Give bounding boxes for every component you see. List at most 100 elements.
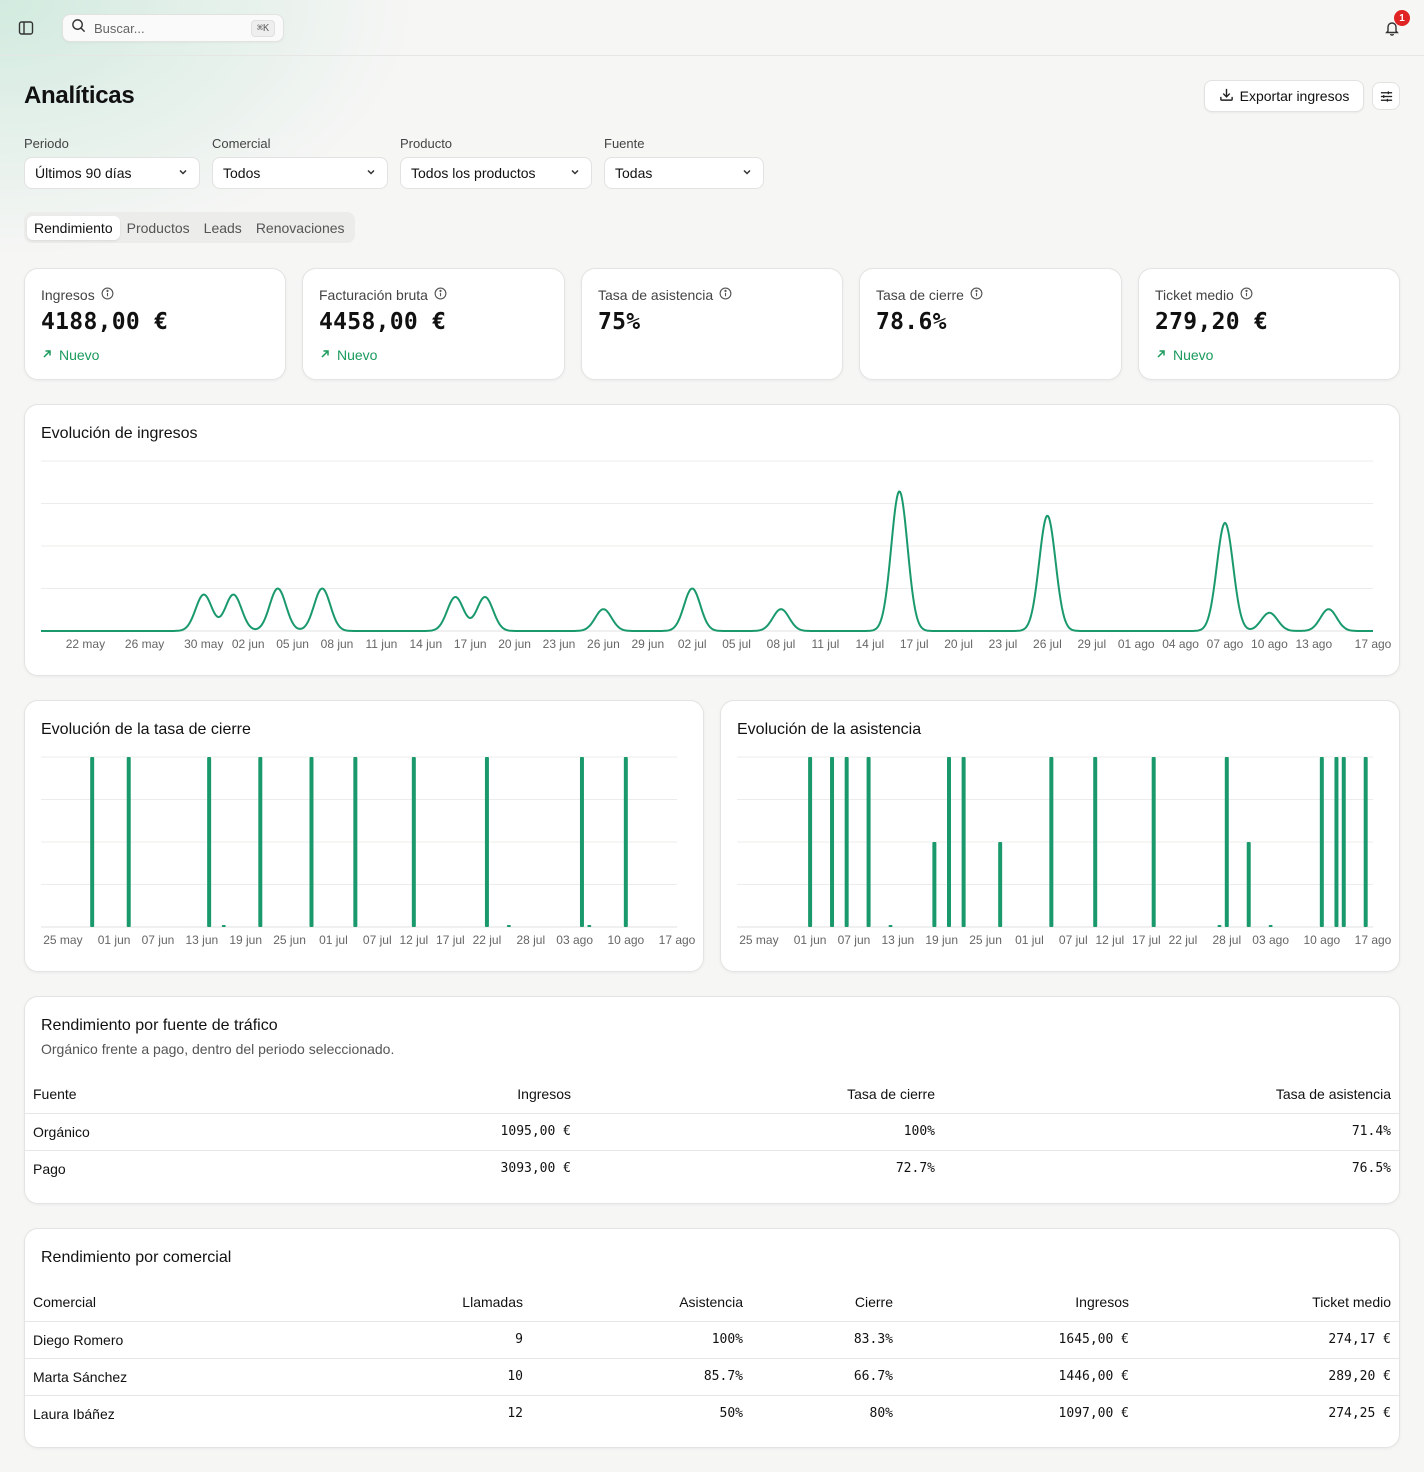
producto-select[interactable]: Todos los productos <box>400 157 592 189</box>
table-cell: 12 <box>275 1394 531 1432</box>
tab-renovaciones[interactable]: Renovaciones <box>255 219 345 236</box>
x-tick-label: 04 ago <box>1162 637 1199 651</box>
table-cell: 76.5% <box>943 1149 1399 1187</box>
export-button[interactable]: Exportar ingresos <box>1204 80 1364 112</box>
search-input[interactable]: Buscar... ⌘K <box>62 14 284 42</box>
table-cell: 1645,00 € <box>901 1320 1137 1358</box>
table-cell: 10 <box>275 1357 531 1395</box>
kpi-title: Facturación bruta <box>319 287 428 303</box>
table-cell: 3093,00 € <box>325 1149 579 1187</box>
info-icon[interactable] <box>719 287 732 303</box>
close-rate-bar-chart: 25 may 01 jun 07 jun 13 jun 19 jun 25 jun 01 j… <box>41 756 696 947</box>
column-header: Ticket medio <box>1312 1293 1391 1310</box>
x-tick-label: 23 jul <box>989 637 1018 651</box>
notification-badge: 1 <box>1394 10 1410 26</box>
search-shortcut: ⌘K <box>250 19 275 37</box>
bar <box>353 757 358 927</box>
kpi-title: Tasa de cierre <box>876 287 964 303</box>
bar <box>961 757 966 927</box>
export-label: Exportar ingresos <box>1239 88 1350 104</box>
sliders-icon[interactable] <box>1372 82 1400 110</box>
table-cell: 289,20 € <box>1137 1357 1399 1395</box>
kpi-card-asistencia: Tasa de asistencia 75% <box>581 268 843 380</box>
column-header: Asistencia <box>679 1293 743 1310</box>
x-tick-label: 01 jul <box>1015 933 1044 947</box>
kpi-value: 4188,00 € <box>41 309 169 335</box>
bar <box>1246 842 1251 927</box>
column-header: Tasa de asistencia <box>1275 1085 1391 1102</box>
tab-productos[interactable]: Productos <box>126 219 190 236</box>
bar <box>1268 925 1273 927</box>
column-header: Cierre <box>854 1293 893 1310</box>
table-cell: 1095,00 € <box>325 1112 579 1150</box>
column-header: Comercial <box>33 1293 97 1310</box>
table-row: Diego Romero 9 100% 83.3% 1645,00 € 274,… <box>25 1320 1399 1358</box>
x-tick-label: 20 jul <box>944 637 973 651</box>
kpi-note: Nuevo <box>337 347 378 363</box>
x-tick-label: 26 may <box>125 637 164 651</box>
bar <box>1217 925 1222 927</box>
info-icon[interactable] <box>434 287 447 303</box>
table-cell: Laura Ibáñez <box>25 1394 275 1432</box>
filter-label: Fuente <box>604 136 645 151</box>
x-tick-label: 25 may <box>43 933 82 947</box>
page-title: Analíticas <box>24 82 135 109</box>
column-header: Fuente <box>33 1085 77 1102</box>
bar <box>623 757 628 927</box>
periodo-select[interactable]: Últimos 90 días <box>24 157 200 189</box>
table-cell: 1097,00 € <box>901 1394 1137 1432</box>
table-row: Marta Sánchez 10 85.7% 66.7% 1446,00 € 2… <box>25 1357 1399 1395</box>
select-value: Todos los productos <box>411 165 536 181</box>
table-cell: 9 <box>275 1320 531 1358</box>
revenue-line-chart: 22 may 26 may 30 may 02 jun 05 jun 08 jun 11 j… <box>41 460 1392 651</box>
x-tick-label: 17 ago <box>1355 933 1392 947</box>
info-icon[interactable] <box>970 287 983 303</box>
x-tick-label: 25 may <box>739 933 778 947</box>
info-icon[interactable] <box>1240 287 1253 303</box>
bar <box>1049 757 1054 927</box>
table-row: Laura Ibáñez 12 50% 80% 1097,00 € 274,25… <box>25 1394 1399 1432</box>
kpi-value: 75% <box>598 309 641 335</box>
comercial-select[interactable]: Todos <box>212 157 388 189</box>
table-title: Rendimiento por fuente de tráfico <box>41 1017 278 1034</box>
table-cell: Pago <box>25 1149 325 1187</box>
sidebar-toggle-icon[interactable] <box>12 14 40 42</box>
x-tick-label: 17 jul <box>900 637 929 651</box>
kpi-title: Ingresos <box>41 287 95 303</box>
filter-label: Producto <box>400 136 453 151</box>
attendance-bar-chart: 25 may 01 jun 07 jun 13 jun 19 jun 25 jun 01 j… <box>737 756 1392 947</box>
bar <box>258 757 263 927</box>
revenue-chart-card: Evolución de ingresos 22 may 26 may 30 may… <box>24 404 1400 676</box>
x-tick-label: 10 ago <box>607 933 644 947</box>
bar <box>932 842 937 927</box>
kpi-note: Nuevo <box>59 347 100 363</box>
attendance-chart-card: Evolución de la asistencia 25 may 01 jun 0… <box>720 700 1400 972</box>
x-tick-label: 01 jun <box>98 933 131 947</box>
info-icon[interactable] <box>101 287 114 303</box>
bar <box>808 757 813 927</box>
bar <box>1319 757 1324 927</box>
table-row: Orgánico 1095,00 € 100% 71.4% <box>25 1112 1399 1150</box>
x-tick-label: 02 jun <box>232 637 265 651</box>
kpi-card-facturacion: Facturación bruta 4458,00 € Nuevo <box>302 268 565 380</box>
fuente-select[interactable]: Todas <box>604 157 764 189</box>
x-tick-label: 17 ago <box>1355 637 1392 651</box>
x-tick-label: 07 jul <box>363 933 392 947</box>
x-tick-label: 10 ago <box>1303 933 1340 947</box>
chevron-down-icon <box>177 165 189 181</box>
select-value: Todos <box>223 165 261 181</box>
kpi-note: Nuevo <box>1173 347 1214 363</box>
x-tick-label: 29 jul <box>1077 637 1106 651</box>
chart-title: Evolución de ingresos <box>41 425 198 442</box>
x-tick-label: 07 jun <box>142 933 175 947</box>
x-tick-label: 29 jun <box>631 637 664 651</box>
bar <box>411 757 416 927</box>
kpi-title: Ticket medio <box>1155 287 1234 303</box>
search-icon <box>71 18 86 38</box>
bar <box>1334 757 1339 927</box>
table-title: Rendimiento por comercial <box>41 1249 232 1266</box>
bell-icon[interactable]: 1 <box>1378 10 1410 42</box>
tab-rendimiento[interactable]: Rendimiento <box>27 215 120 240</box>
tab-leads[interactable]: Leads <box>203 219 242 236</box>
chevron-down-icon <box>365 165 377 181</box>
